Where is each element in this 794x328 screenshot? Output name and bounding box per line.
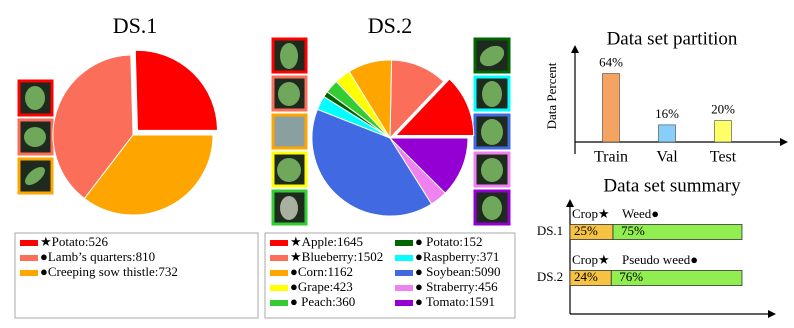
legend-swatch: [270, 240, 288, 246]
legend-box: [264, 232, 516, 319]
pie-slice: [311, 108, 433, 217]
legend-swatch: [395, 285, 413, 291]
annotation: Crop★: [572, 206, 610, 221]
legend-label: ★Potato:526: [40, 234, 108, 249]
legend-swatch: [270, 255, 288, 261]
legend-label: ●Corn:1162: [290, 264, 353, 279]
legend-swatch: [395, 240, 413, 246]
legend-label: ★Apple:1645: [290, 234, 363, 249]
chart-title: Data set summary: [603, 175, 741, 196]
legend-label: ● Potato:152: [415, 234, 482, 249]
axis-arrow: [571, 45, 579, 53]
annotation: Crop★: [572, 252, 610, 267]
legend-label: ★Blueberry:1502: [290, 249, 383, 264]
pie-slice: [394, 78, 475, 137]
legend-swatch: [395, 255, 413, 261]
legend-label: ●Grape:423: [290, 279, 353, 294]
legend-label: ●Raspberry:371: [415, 249, 499, 264]
leaf: [25, 167, 45, 185]
bar: [602, 73, 620, 143]
bar: [714, 120, 732, 143]
leaf: [482, 196, 502, 220]
legend-box: [14, 232, 259, 319]
legend-swatch: [20, 240, 38, 246]
x-tick-label: Val: [656, 149, 678, 166]
leaf: [482, 81, 502, 107]
legend-label: ●Lamb’s quarters:810: [40, 249, 155, 264]
value-label: 76%: [619, 269, 643, 284]
legend-swatch: [270, 300, 288, 306]
x-tick-label: Train: [594, 149, 628, 166]
value-label: 25%: [574, 223, 598, 238]
summary-axes: [566, 199, 776, 318]
annotation: Pseudo weed●: [622, 252, 698, 267]
leaves: [24, 43, 505, 220]
leaf: [481, 119, 503, 145]
y-tick-label: DS.2: [537, 269, 563, 284]
thumbnail: [271, 113, 308, 150]
chart-title: Data set partition: [607, 28, 738, 49]
legend-label: ● Soybean:5090: [415, 264, 500, 279]
bar-segment: [610, 270, 743, 286]
leaf: [24, 127, 46, 147]
legend-swatch: [20, 270, 38, 276]
bar-segment: [612, 224, 743, 240]
y-tick-label: DS.1: [537, 223, 563, 238]
y-axis-label: Data Percent: [544, 62, 559, 129]
value-label: 20%: [711, 102, 735, 117]
x-tick-label: Test: [710, 149, 737, 166]
chart-title: DS.2: [368, 13, 413, 38]
thumbnails: [17, 37, 511, 226]
axis-arrow: [768, 310, 776, 318]
value-label: 24%: [574, 269, 598, 284]
axis-arrow: [780, 138, 788, 146]
pie-slice: [83, 134, 214, 216]
leaf: [479, 45, 505, 67]
leaf: [481, 158, 503, 182]
legend-swatch: [270, 285, 288, 291]
leaf: [278, 82, 300, 106]
chart-title: DS.1: [113, 13, 158, 38]
legend-swatch: [270, 270, 288, 276]
annotation: Weed●: [622, 206, 659, 221]
legend-label: ●Creeping sow thistle:732: [40, 264, 178, 279]
bar: [658, 124, 676, 143]
axis-arrow: [566, 199, 574, 207]
value-label: 75%: [621, 223, 645, 238]
legend-label: ● Peach:360: [290, 294, 355, 309]
pie-slice: [52, 54, 134, 200]
leaf: [277, 158, 301, 182]
legend-label: ● Straberry:456: [415, 279, 498, 294]
legend-swatch: [395, 270, 413, 276]
pie-slice: [388, 137, 469, 194]
legend-swatch: [20, 255, 38, 261]
leaf: [280, 196, 298, 220]
pie-slice: [134, 49, 218, 131]
legend-label: ● Tomato:1591: [415, 294, 495, 309]
value-label: 16%: [655, 106, 679, 121]
leaf: [25, 86, 45, 110]
axis-line: [569, 204, 770, 315]
legend-swatch: [395, 300, 413, 306]
value-label: 64%: [599, 55, 623, 70]
leaf: [280, 43, 298, 69]
